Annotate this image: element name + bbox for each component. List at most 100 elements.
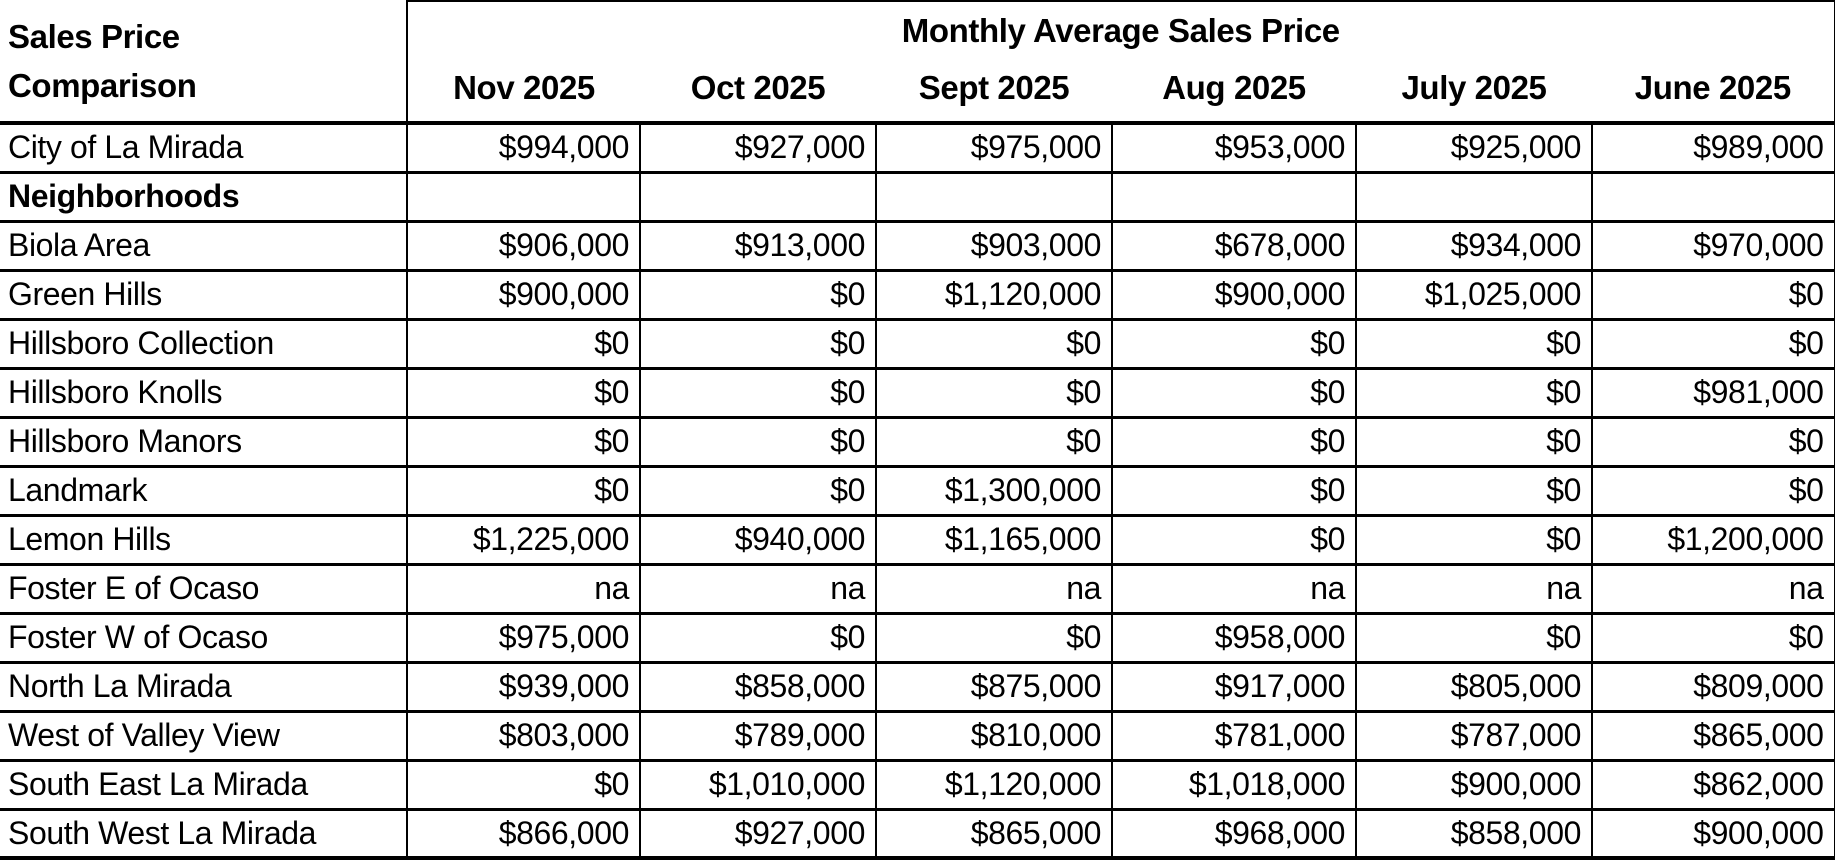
price-cell: $1,165,000 xyxy=(875,513,1113,566)
price-cell: $0 xyxy=(875,415,1113,468)
table-row: City of La Mirada $994,000 $927,000 $975,00… xyxy=(0,121,1835,174)
price-cell: $968,000 xyxy=(1111,807,1357,860)
price-cell: $1,225,000 xyxy=(406,513,641,566)
price-cell: $0 xyxy=(1355,464,1593,517)
row-label: Lemon Hills xyxy=(0,513,408,566)
price-cell: $803,000 xyxy=(406,709,641,762)
price-cell: na xyxy=(639,562,877,615)
row-label: West of Valley View xyxy=(0,709,408,762)
row-label: Biola Area xyxy=(0,219,408,272)
price-cell: na xyxy=(1590,562,1835,615)
table-row: Foster W of Ocaso $975,000 $0 $0 $958,000 $0 $… xyxy=(0,611,1835,664)
price-cell: $781,000 xyxy=(1111,709,1357,762)
price-cell: $0 xyxy=(1111,366,1357,419)
row-label: South West La Mirada xyxy=(0,807,408,860)
corner-title: Sales Price Comparison xyxy=(0,1,408,125)
table-row: Hillsboro Collection $0 $0 $0 $0 $0 $0 xyxy=(0,317,1835,370)
price-cell: $927,000 xyxy=(639,121,877,174)
price-cell: $975,000 xyxy=(875,121,1113,174)
table-row: Biola Area $906,000 $913,000 $903,000 $678,0… xyxy=(0,219,1835,272)
price-cell: $810,000 xyxy=(875,709,1113,762)
price-cell: $789,000 xyxy=(639,709,877,762)
price-cell: $866,000 xyxy=(406,807,641,860)
price-cell: $1,300,000 xyxy=(875,464,1113,517)
price-cell: $862,000 xyxy=(1590,758,1835,811)
price-cell: $1,200,000 xyxy=(1590,513,1835,566)
table-row: West of Valley View $803,000 $789,000 $810,… xyxy=(0,709,1835,762)
price-cell: $0 xyxy=(406,758,641,811)
price-cell: $0 xyxy=(1590,464,1835,517)
price-cell: $858,000 xyxy=(639,660,877,713)
price-cell: $940,000 xyxy=(639,513,877,566)
price-cell: $900,000 xyxy=(406,268,641,321)
row-label: Foster E of Ocaso xyxy=(0,562,408,615)
row-label: Green Hills xyxy=(0,268,408,321)
price-cell: $678,000 xyxy=(1111,219,1357,272)
price-cell xyxy=(1111,170,1357,223)
row-label: City of La Mirada xyxy=(0,121,408,174)
header-title-row: Sales Price Comparison Monthly Average S… xyxy=(0,0,1835,125)
price-cell xyxy=(406,170,641,223)
price-cell: $0 xyxy=(1590,415,1835,468)
price-cell: $0 xyxy=(875,611,1113,664)
price-cell: $981,000 xyxy=(1590,366,1835,419)
price-cell: $0 xyxy=(1355,317,1593,370)
price-cell: $906,000 xyxy=(406,219,641,272)
price-cell: $1,010,000 xyxy=(639,758,877,811)
price-cell: $1,120,000 xyxy=(875,758,1113,811)
price-cell: $917,000 xyxy=(1111,660,1357,713)
price-cell: $0 xyxy=(1590,317,1835,370)
price-cell: $875,000 xyxy=(875,660,1113,713)
table-row: Hillsboro Knolls $0 $0 $0 $0 $0 $981,000 xyxy=(0,366,1835,419)
price-cell: $0 xyxy=(639,317,877,370)
table-row: Hillsboro Manors $0 $0 $0 $0 $0 $0 xyxy=(0,415,1835,468)
price-cell: $900,000 xyxy=(1355,758,1593,811)
row-label: Hillsboro Manors xyxy=(0,415,408,468)
price-cell: na xyxy=(406,562,641,615)
price-cell: $934,000 xyxy=(1355,219,1593,272)
price-cell: $989,000 xyxy=(1590,121,1835,174)
price-cell: $925,000 xyxy=(1355,121,1593,174)
price-cell: $0 xyxy=(1590,268,1835,321)
row-label: Foster W of Ocaso xyxy=(0,611,408,664)
price-cell: $809,000 xyxy=(1590,660,1835,713)
price-cell: $0 xyxy=(639,415,877,468)
price-cell: $0 xyxy=(875,317,1113,370)
price-cell: $939,000 xyxy=(406,660,641,713)
price-cell: $0 xyxy=(406,464,641,517)
price-cell xyxy=(875,170,1113,223)
price-cell: $0 xyxy=(406,366,641,419)
price-cell: $0 xyxy=(406,415,641,468)
row-label: Landmark xyxy=(0,464,408,517)
corner-title-line1: Sales Price xyxy=(8,17,180,55)
row-label: South East La Mirada xyxy=(0,758,408,811)
table-row: Neighborhoods xyxy=(0,170,1835,223)
price-cell: $787,000 xyxy=(1355,709,1593,762)
price-cell: $0 xyxy=(406,317,641,370)
price-cell: $0 xyxy=(1111,464,1357,517)
row-label: North La Mirada xyxy=(0,660,408,713)
price-cell: na xyxy=(1355,562,1593,615)
column-header-nov-2025: Nov 2025 xyxy=(407,59,640,125)
table-row: South West La Mirada $866,000 $927,000 $865… xyxy=(0,807,1835,860)
price-cell xyxy=(1590,170,1835,223)
table-row: Foster E of Ocaso na na na na na na xyxy=(0,562,1835,615)
row-label: Hillsboro Knolls xyxy=(0,366,408,419)
price-cell: $900,000 xyxy=(1590,807,1835,860)
header-months-row: Nov 2025 Oct 2025 Sept 2025 Aug 2025 Jul… xyxy=(0,59,1835,125)
price-cell: $0 xyxy=(1111,513,1357,566)
price-cell: $953,000 xyxy=(1111,121,1357,174)
price-cell: $0 xyxy=(1355,415,1593,468)
column-header-sept-2025: Sept 2025 xyxy=(876,59,1112,125)
price-cell: $865,000 xyxy=(1590,709,1835,762)
price-cell: $0 xyxy=(639,268,877,321)
price-cell: $994,000 xyxy=(406,121,641,174)
table-row: Lemon Hills $1,225,000 $940,000 $1,165,000 $… xyxy=(0,513,1835,566)
row-label: Neighborhoods xyxy=(0,170,408,223)
column-header-oct-2025: Oct 2025 xyxy=(640,59,876,125)
price-cell: $913,000 xyxy=(639,219,877,272)
corner-title-line2: Comparison xyxy=(8,67,197,104)
price-cell: $927,000 xyxy=(639,807,877,860)
price-cell: $0 xyxy=(1355,611,1593,664)
